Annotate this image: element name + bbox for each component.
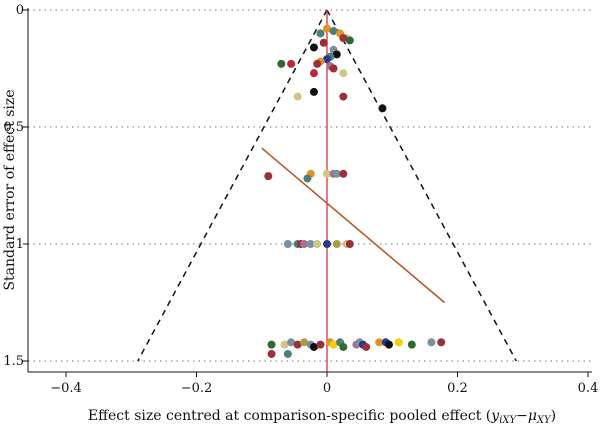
data-point-1	[329, 27, 338, 36]
x-axis-title: Effect size centred at comparison-specif…	[88, 408, 556, 426]
x-axis-title-ysub: iXY	[499, 415, 517, 426]
x-tick-label-1: −0.2	[181, 381, 213, 396]
y-tick-label-3: 1.5	[3, 354, 24, 369]
funnel-lines	[137, 9, 517, 362]
data-point-20	[339, 69, 348, 78]
data-point-16	[313, 59, 322, 68]
grid-lines	[28, 9, 592, 362]
data-point-37	[313, 240, 322, 248]
x-tick-label-4: 0.4	[578, 381, 599, 396]
data-point-14	[277, 59, 286, 68]
data-point-48	[300, 338, 309, 347]
x-axis-title-main: Effect size centred at comparison-specif…	[88, 408, 491, 424]
data-point-28	[323, 169, 331, 178]
x-tick-label-2: 0	[323, 381, 331, 396]
data-point-51	[316, 340, 325, 349]
data-point-25	[264, 172, 273, 181]
data-point-32	[283, 240, 292, 248]
data-points	[264, 24, 446, 358]
x-tick-label-0: −0.4	[50, 381, 82, 396]
data-point-21	[309, 87, 318, 96]
data-point-5	[339, 34, 348, 43]
funnel-right-line	[326, 9, 517, 362]
data-point-23	[339, 92, 348, 101]
data-point-19	[309, 69, 318, 78]
data-point-46	[287, 338, 296, 347]
data-point-47	[293, 340, 302, 349]
data-point-43	[267, 349, 276, 358]
x-axis-title-minus: −	[516, 408, 528, 424]
y-tick-label-2: 1	[16, 237, 24, 252]
data-point-38	[323, 240, 331, 248]
data-point-53	[329, 340, 338, 349]
data-point-7	[319, 38, 328, 47]
data-point-24	[378, 104, 387, 113]
x-axis-title-y: y	[490, 408, 500, 424]
data-point-30	[332, 169, 341, 178]
y-tick-label-1: 0.5	[3, 120, 24, 135]
data-point-45	[283, 349, 292, 358]
data-point-35	[300, 240, 309, 248]
data-point-64	[407, 340, 416, 349]
x-axis-title-musub: XY	[536, 415, 552, 426]
data-point-63	[394, 338, 403, 347]
data-point-36	[306, 240, 315, 248]
axes	[27, 8, 592, 373]
data-point-62	[384, 340, 393, 349]
x-axis-title-mu: μ	[528, 408, 537, 424]
regression-line-segment	[261, 147, 445, 304]
x-axis-ticks: −0.4 −0.2 0 0.2 0.4	[50, 372, 598, 396]
data-point-2	[316, 29, 325, 38]
data-point-31	[339, 169, 348, 178]
x-tick-label-3: 0.2	[447, 381, 468, 396]
data-point-39	[332, 240, 341, 248]
data-point-50	[309, 342, 318, 351]
data-point-44	[280, 340, 289, 349]
data-point-15	[287, 59, 296, 68]
data-point-66	[437, 338, 446, 347]
data-point-8	[309, 43, 318, 52]
data-point-55	[339, 342, 348, 351]
data-point-0	[323, 24, 331, 33]
regression-line	[261, 147, 445, 304]
y-axis-title: Standard error of effect size	[2, 89, 18, 290]
data-point-27	[303, 174, 312, 183]
data-point-6	[345, 36, 354, 45]
y-axis-ticks: 0 0.5 1 1.5	[3, 3, 28, 369]
data-point-41	[345, 240, 354, 248]
data-point-42	[267, 340, 276, 349]
data-point-10	[332, 50, 341, 59]
data-point-59	[362, 342, 371, 351]
data-point-12	[323, 55, 331, 64]
data-point-18	[329, 64, 338, 73]
x-axis-title-close: )	[551, 408, 556, 424]
funnel-left-line	[137, 9, 328, 362]
y-tick-label-0: 0	[16, 3, 24, 18]
data-point-65	[427, 338, 436, 347]
data-point-22	[293, 92, 302, 101]
data-point-60	[375, 338, 384, 347]
